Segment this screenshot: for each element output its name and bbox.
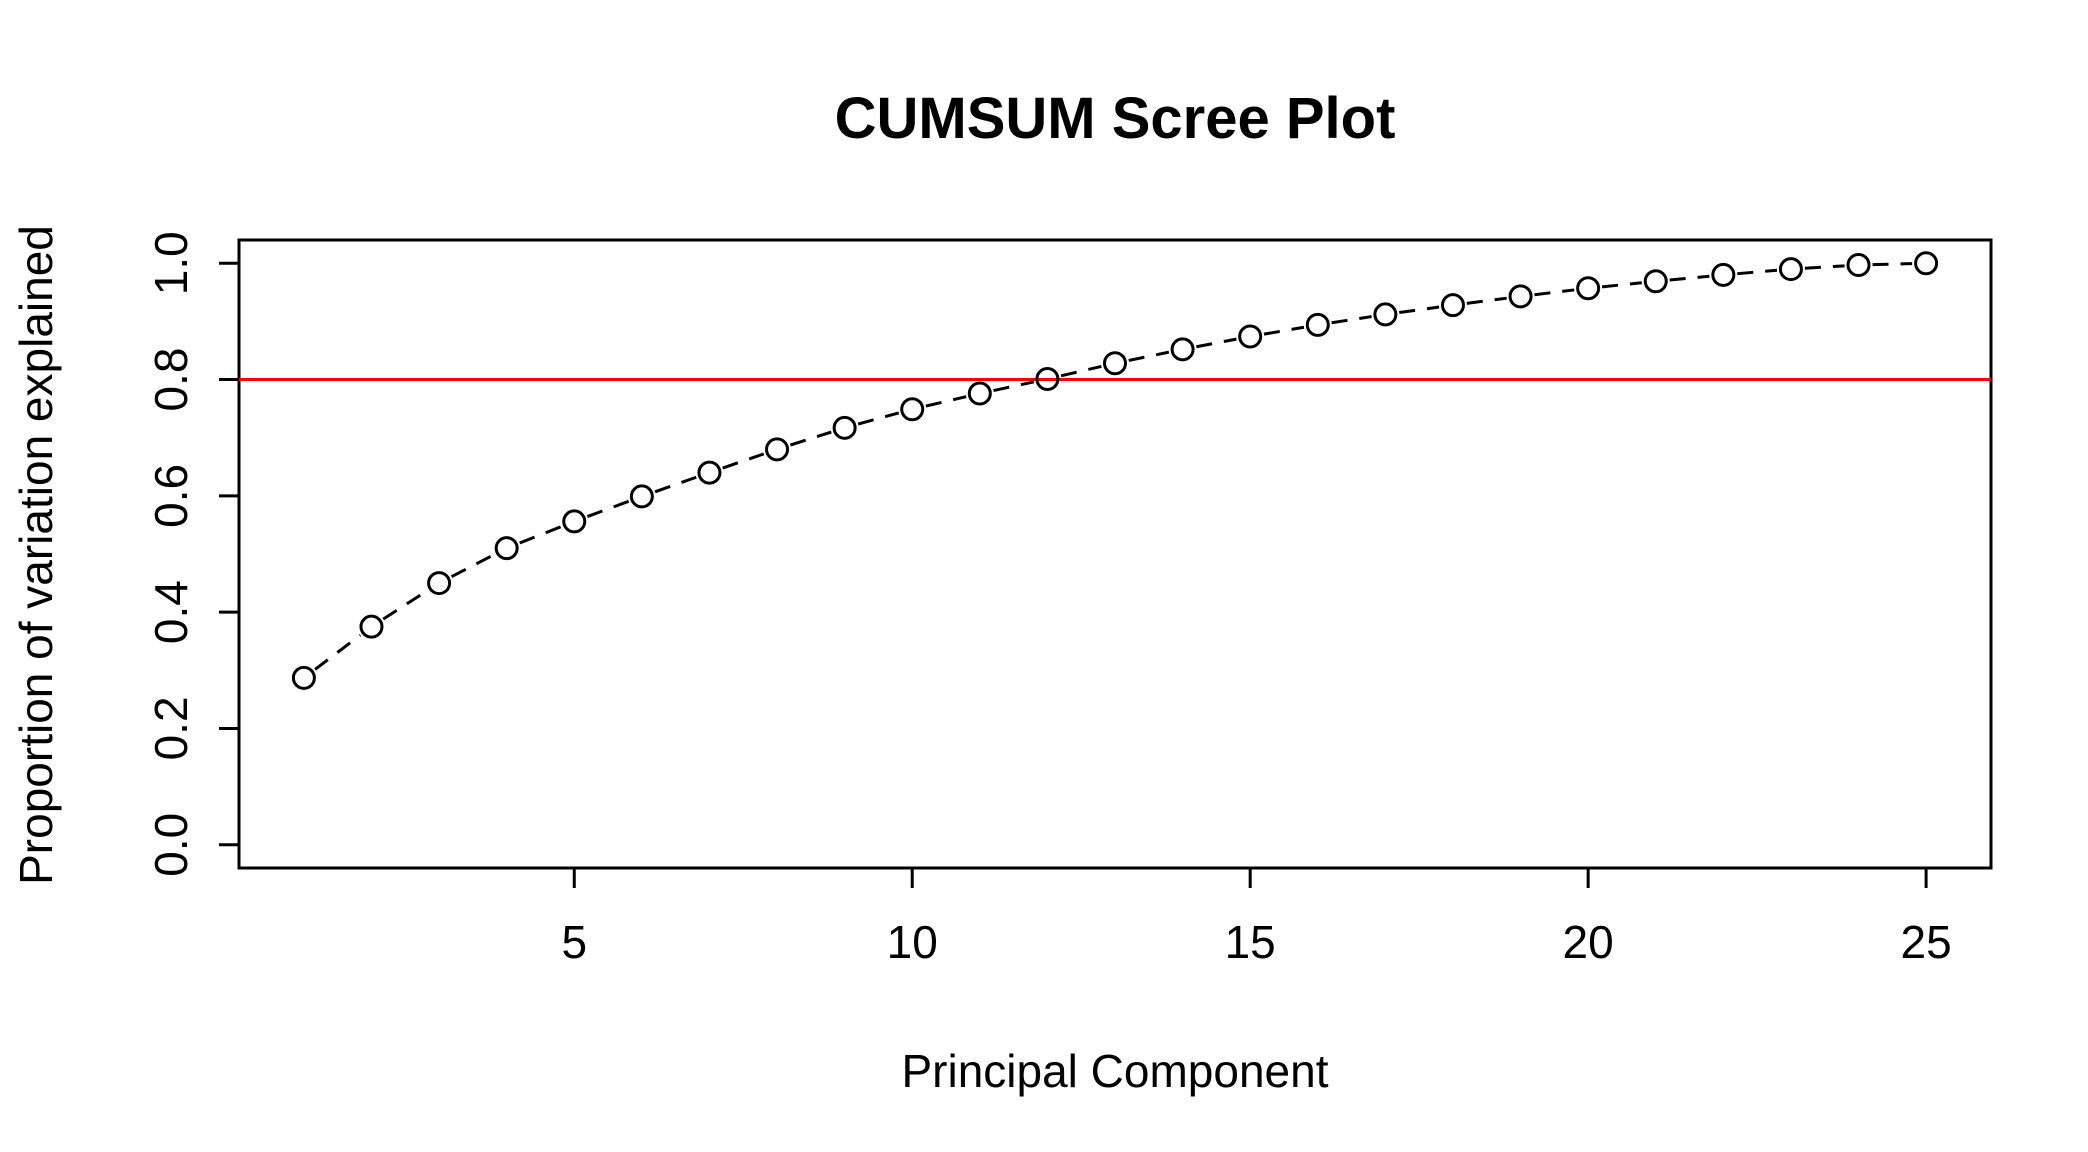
x-tick-label: 25 xyxy=(1901,916,1952,968)
series-segment xyxy=(789,430,832,447)
y-tick-label: 0.8 xyxy=(145,348,197,412)
data-point xyxy=(1170,337,1195,362)
y-axis: 0.0 0.2 0.4 0.6 0.8 1.0 xyxy=(145,231,241,877)
x-axis-label: Principal Component xyxy=(901,1045,1328,1097)
data-point xyxy=(1711,262,1736,287)
series-segment xyxy=(519,525,562,545)
series-point-layer xyxy=(291,251,1939,690)
series-segment xyxy=(1331,315,1372,325)
data-point xyxy=(967,381,992,406)
y-tick-label: 0.6 xyxy=(145,464,197,528)
plot-frame xyxy=(237,238,1993,870)
data-point xyxy=(1373,302,1398,327)
data-point xyxy=(1508,284,1533,309)
data-point xyxy=(1846,253,1871,278)
series-segment xyxy=(1128,350,1170,362)
series-line-layer xyxy=(314,262,1913,671)
data-point xyxy=(1778,257,1803,282)
data-point xyxy=(1914,251,1939,276)
series-segment xyxy=(722,452,765,470)
data-point xyxy=(1643,269,1668,294)
series-segment xyxy=(450,553,495,578)
x-tick-label: 5 xyxy=(561,916,587,968)
series-segment xyxy=(1196,337,1237,349)
data-point xyxy=(832,415,857,440)
series-segment xyxy=(1737,268,1778,276)
series-segment xyxy=(1060,364,1102,378)
data-point xyxy=(1305,312,1330,337)
data-point xyxy=(1576,276,1601,301)
series-segment xyxy=(1399,305,1440,315)
data-point xyxy=(900,397,925,422)
data-point xyxy=(1238,324,1263,349)
y-tick-label: 1.0 xyxy=(145,231,197,295)
y-tick-label: 0.0 xyxy=(145,813,197,877)
data-point xyxy=(291,665,316,690)
series-segment xyxy=(586,499,630,518)
series-segment xyxy=(654,475,697,494)
data-point xyxy=(1035,366,1060,391)
data-point xyxy=(494,536,519,561)
data-point xyxy=(562,509,587,534)
series-segment xyxy=(1669,274,1710,282)
series-segment xyxy=(314,633,362,671)
x-tick-label: 20 xyxy=(1563,916,1614,968)
series-segment xyxy=(1534,288,1575,297)
series-segment xyxy=(857,411,900,426)
data-point xyxy=(1440,293,1465,318)
chart-title: CUMSUM Scree Plot xyxy=(835,86,1396,151)
series-segment xyxy=(925,395,967,408)
data-point xyxy=(427,571,452,596)
series-segment xyxy=(993,380,1035,393)
data-point xyxy=(1103,351,1127,376)
data-point xyxy=(359,614,384,639)
data-point xyxy=(697,460,722,485)
series-segment xyxy=(1263,325,1305,336)
series-segment xyxy=(382,589,429,621)
y-axis-label: Proportion of variation explained xyxy=(10,225,62,885)
x-tick-label: 10 xyxy=(887,916,938,968)
series-segment xyxy=(1872,262,1913,267)
y-tick-label: 0.4 xyxy=(145,580,197,644)
y-tick-label: 0.2 xyxy=(145,696,197,760)
data-point xyxy=(765,437,790,462)
x-tick-label: 15 xyxy=(1225,916,1276,968)
data-point xyxy=(629,484,654,509)
series-segment xyxy=(1804,264,1845,270)
series-segment xyxy=(1601,281,1642,289)
x-axis: 5 10 15 20 25 xyxy=(561,866,1952,968)
series-segment xyxy=(1466,296,1507,305)
